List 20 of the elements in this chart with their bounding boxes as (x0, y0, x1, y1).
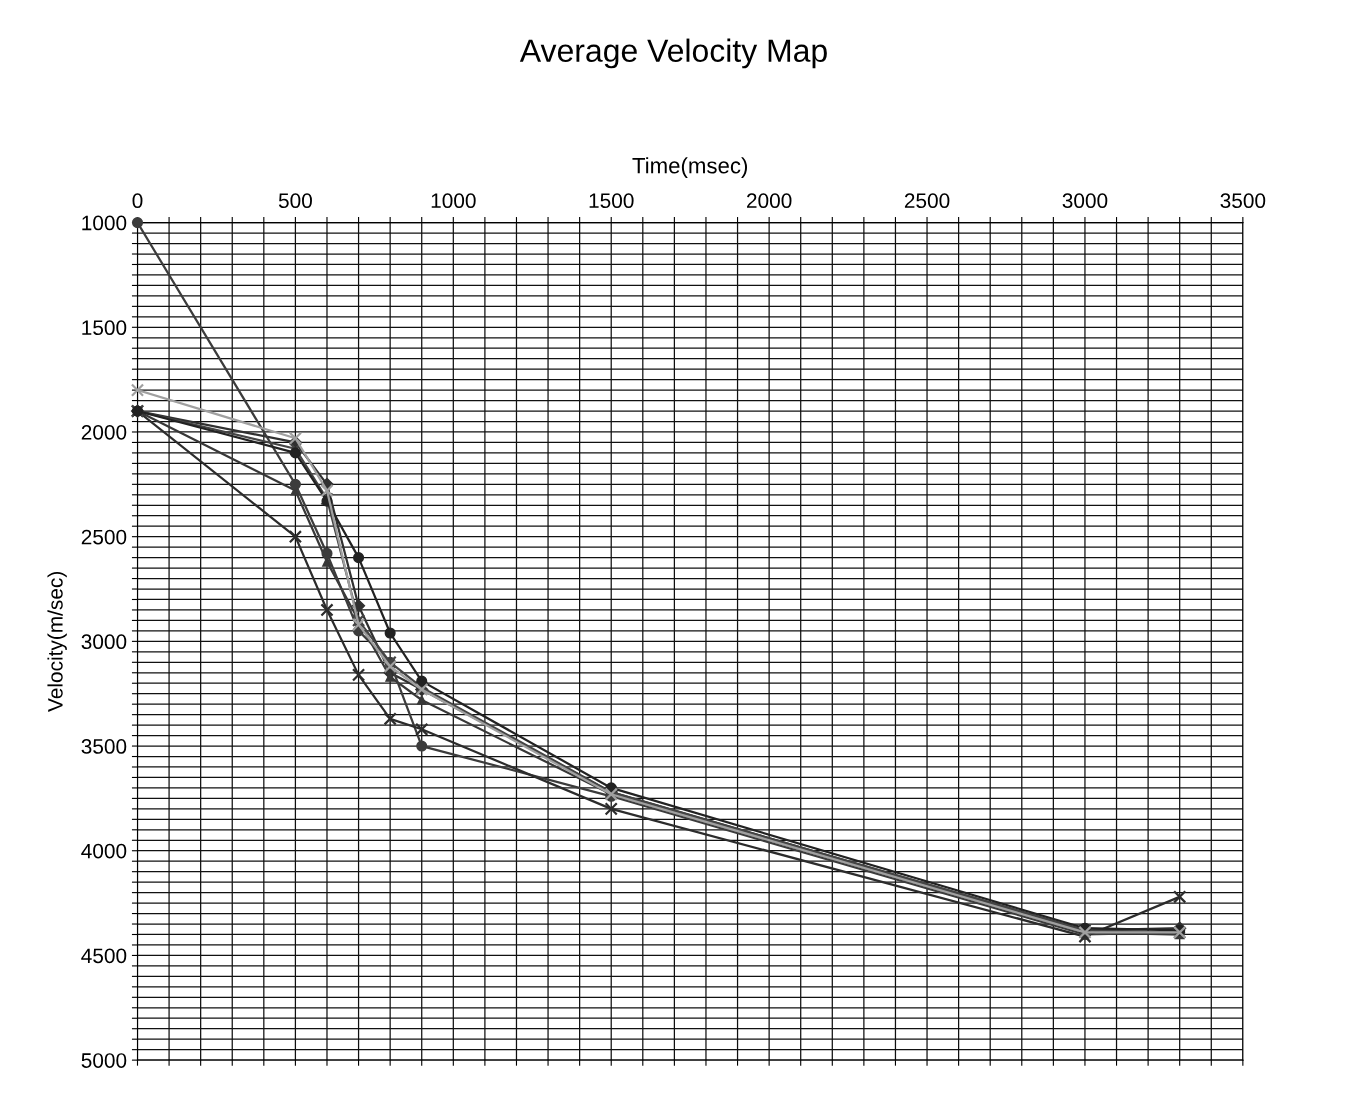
chart-title: Average Velocity Map (519, 38, 827, 69)
x-tick-label: 2500 (904, 193, 950, 209)
y-tick-label: 3500 (81, 739, 127, 754)
y-tick-label: 2000 (81, 424, 127, 440)
y-tick-label: 4000 (81, 843, 127, 859)
x-tick-label: 1500 (589, 193, 634, 209)
y-axis-title: Velocity(m/sec) (47, 572, 67, 712)
y-tick-label: 4500 (81, 948, 127, 964)
y-tick-label: 3000 (81, 634, 127, 650)
y-tick-label: 5000 (81, 1053, 127, 1068)
y-tick-label: 1000 (82, 215, 127, 231)
x-tick-label: 0 (132, 193, 143, 209)
x-tick-label: 1000 (431, 193, 476, 209)
y-tick-label: 2500 (81, 529, 127, 545)
x-axis-title: Time(msec) (632, 157, 748, 178)
x-tick-label: 2000 (747, 193, 792, 209)
x-tick-label: 500 (278, 193, 312, 209)
y-tick-label: 1500 (82, 320, 127, 336)
x-tick-label: 3500 (1220, 193, 1266, 209)
x-tick-label: 3000 (1062, 193, 1108, 209)
